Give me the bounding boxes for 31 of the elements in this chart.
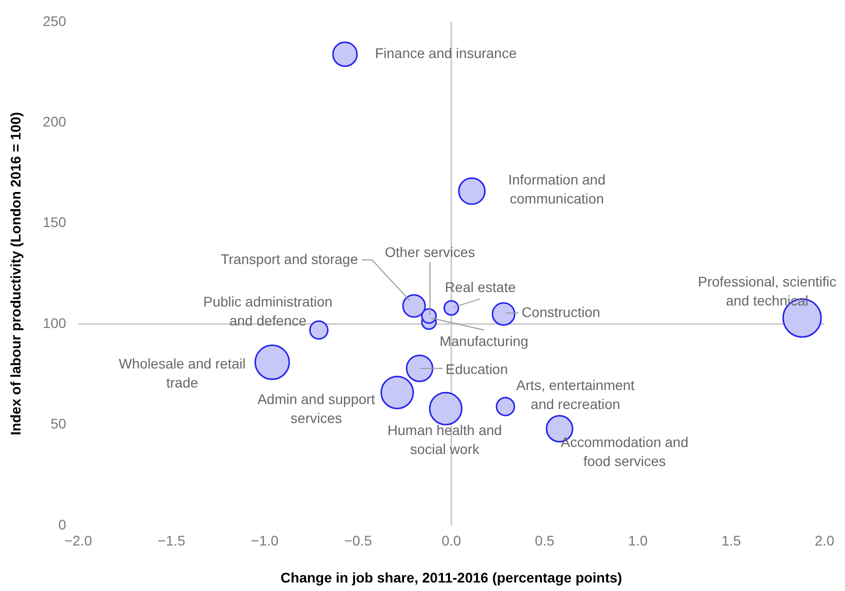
series-label: Accommodation and food services (560, 434, 688, 470)
x-tick-label: 1.5 (721, 532, 742, 549)
x-tick-label: 1.0 (628, 532, 648, 549)
series-label: Human health and social work (388, 422, 502, 457)
x-axis-title: Change in job share, 2011-2016 (percentage points) (280, 569, 622, 586)
series-label: Information and communication (508, 172, 606, 206)
series-label: Finance and insurance (374, 45, 517, 62)
series-label: Wholesale and retail trade (118, 356, 246, 391)
text: Other services (384, 244, 476, 260)
series-label: Manufacturing (440, 332, 528, 349)
y-tick-label: 200 (42, 114, 66, 130)
series-label: Admin and support services (257, 390, 376, 426)
y-tick-label: 250 (42, 12, 66, 29)
y-tick-label: 50 (50, 416, 66, 432)
y-tick-label: 0 (58, 516, 66, 532)
series-label: Arts, entertainment and recreation (516, 376, 635, 412)
text: Transport and storage (220, 250, 358, 267)
x-tick-label: −0.5 (344, 532, 372, 549)
x-tick-label: −1.0 (250, 532, 279, 549)
y-axis-title: Index of labour productivity (London 2016 = 100) (7, 112, 24, 436)
x-tick-label: 2.0 (814, 532, 834, 549)
x-tick-label: 0.5 (534, 532, 555, 549)
series-label: Public administration and defence (203, 293, 332, 328)
x-tick-label: −2.0 (64, 532, 92, 549)
series-label: Real estate (444, 278, 516, 295)
y-tick-label: 100 (42, 314, 66, 331)
x-tick-label: 0.0 (442, 532, 462, 549)
series-label: Construction (522, 304, 600, 320)
series-label: Education (446, 361, 508, 378)
y-tick-label: 150 (42, 214, 66, 230)
x-tick-label: −1.5 (158, 532, 186, 549)
